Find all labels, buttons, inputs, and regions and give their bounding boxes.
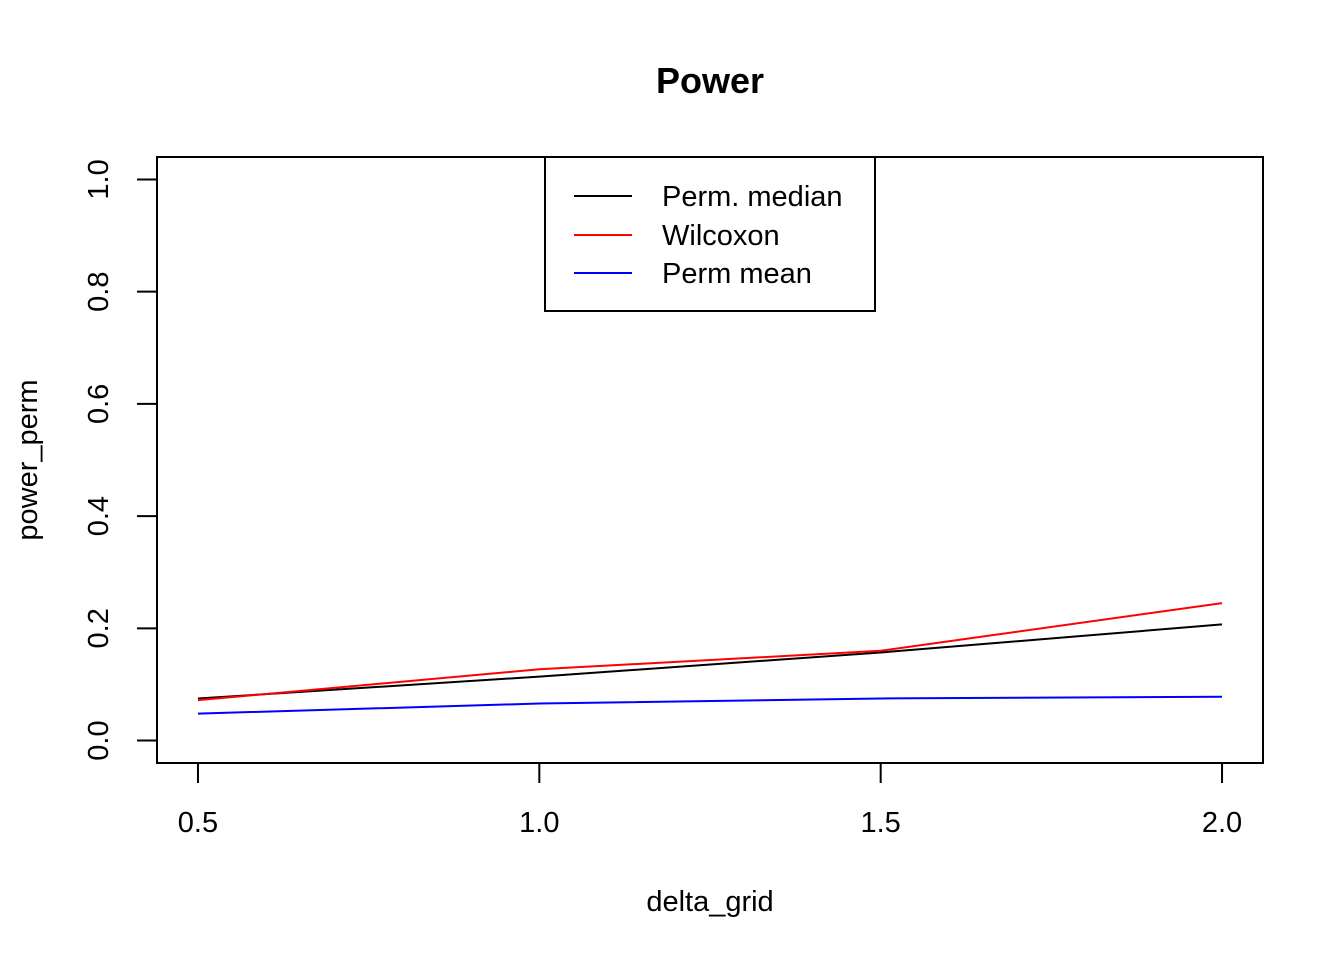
series-layer xyxy=(197,602,1223,715)
x-tick-label: 1.0 xyxy=(519,807,559,839)
x-tick-label: 0.5 xyxy=(178,807,218,839)
x-tick-label: 1.5 xyxy=(861,807,901,839)
chart-title: Power xyxy=(656,60,764,101)
y-tick-label: 0.6 xyxy=(83,384,115,424)
y-axis-label: power_perm xyxy=(12,379,44,540)
legend: Perm. median Wilcoxon Perm mean xyxy=(544,156,876,312)
series-line-2 xyxy=(197,695,1223,715)
y-tick-label: 0.0 xyxy=(83,720,115,760)
series-line-1 xyxy=(197,602,1223,702)
y-tick-label: 0.8 xyxy=(83,272,115,312)
y-axis: 0.0 0.2 0.4 0.6 0.8 1.0 xyxy=(83,159,158,761)
x-axis: 0.5 1.0 1.5 2.0 xyxy=(178,762,1242,839)
legend-label-1: Wilcoxon xyxy=(662,220,780,252)
y-tick-label: 1.0 xyxy=(83,159,115,199)
x-tick-label: 2.0 xyxy=(1202,807,1242,839)
y-tick-label: 0.4 xyxy=(83,496,115,536)
y-tick-label: 0.2 xyxy=(83,608,115,648)
series-line-0 xyxy=(197,623,1223,700)
legend-label-0: Perm. median xyxy=(662,181,843,213)
legend-label-2: Perm mean xyxy=(662,258,812,290)
x-axis-label: delta_grid xyxy=(646,886,773,918)
